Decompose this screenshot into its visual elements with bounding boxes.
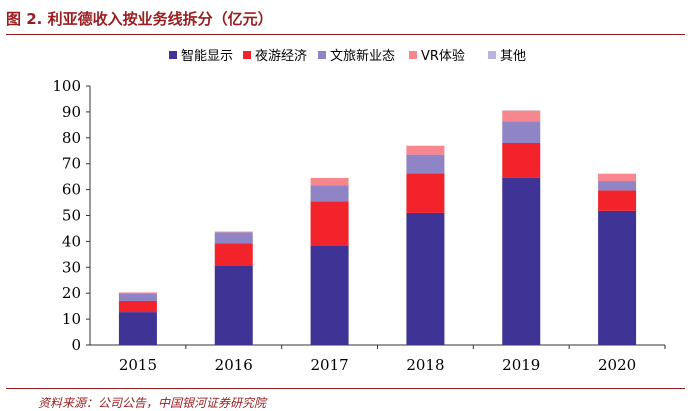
bar-segment bbox=[502, 111, 540, 122]
y-tick-label: 80 bbox=[62, 129, 81, 147]
bar-segment bbox=[215, 232, 253, 233]
bar-segment bbox=[502, 143, 540, 178]
x-tick-label: 2018 bbox=[406, 356, 444, 374]
legend-swatch bbox=[318, 51, 326, 59]
legend-swatch bbox=[409, 51, 417, 59]
legend-swatch bbox=[243, 51, 251, 59]
y-tick-label: 100 bbox=[52, 77, 81, 95]
bar-segment bbox=[311, 178, 349, 185]
legend-label: 智能显示 bbox=[181, 49, 233, 64]
x-tick-label: 2015 bbox=[119, 356, 157, 374]
y-tick-label: 40 bbox=[62, 232, 81, 250]
legend-swatch bbox=[488, 51, 496, 59]
legend-label: 文旅新业态 bbox=[330, 48, 395, 64]
y-tick-label: 70 bbox=[62, 155, 81, 173]
y-tick-label: 0 bbox=[71, 336, 81, 354]
bar-segment bbox=[215, 266, 253, 345]
bar-segment bbox=[215, 243, 253, 266]
legend-label: 夜游经济 bbox=[255, 49, 307, 64]
x-tick-label: 2017 bbox=[310, 356, 348, 374]
y-tick-label: 10 bbox=[62, 310, 81, 328]
bar-segment bbox=[598, 211, 636, 345]
bar-segment bbox=[119, 312, 157, 345]
y-tick-label: 50 bbox=[62, 207, 81, 225]
bar-segment bbox=[406, 155, 444, 174]
bar-segment bbox=[406, 146, 444, 155]
legend-label: 其他 bbox=[500, 49, 526, 64]
y-tick-label: 90 bbox=[62, 103, 81, 121]
legend-swatch bbox=[169, 51, 177, 59]
bar-segment bbox=[598, 174, 636, 181]
bar-segment bbox=[598, 181, 636, 190]
x-tick-label: 2019 bbox=[502, 356, 540, 374]
bar-segment bbox=[406, 213, 444, 345]
y-tick-label: 20 bbox=[62, 284, 81, 302]
bar-segment bbox=[502, 178, 540, 345]
bar-segment bbox=[311, 201, 349, 245]
source-divider bbox=[6, 388, 685, 389]
bar-segment bbox=[406, 173, 444, 213]
y-tick-label: 60 bbox=[62, 181, 81, 199]
y-tick-label: 30 bbox=[62, 258, 81, 276]
bar-segment bbox=[215, 232, 253, 243]
bar-segment bbox=[311, 245, 349, 345]
bar-segment bbox=[119, 301, 157, 312]
bar-segment bbox=[502, 121, 540, 143]
bar-segment bbox=[119, 292, 157, 293]
bar-segment bbox=[119, 293, 157, 301]
bar-segment bbox=[311, 185, 349, 201]
x-tick-label: 2020 bbox=[598, 356, 636, 374]
source-note: 资料来源：公司公告，中国银河证券研究院 bbox=[38, 394, 266, 411]
legend-label: VR体验 bbox=[421, 48, 465, 64]
bar-segment bbox=[598, 190, 636, 210]
x-tick-label: 2016 bbox=[215, 356, 253, 374]
